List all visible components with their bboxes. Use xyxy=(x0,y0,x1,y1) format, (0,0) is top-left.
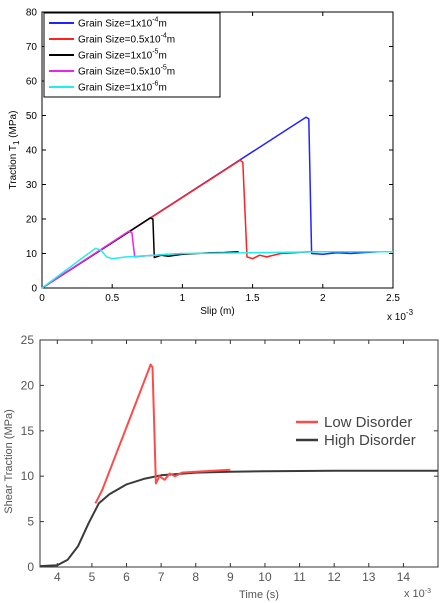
plot1-legend-label-unit: m xyxy=(158,51,166,62)
plot1-ylabel: Traction T1 (MPa) xyxy=(8,111,21,190)
plot1-ytick-label: 10 xyxy=(26,249,38,260)
plot2-legend-label: High Disorder xyxy=(324,432,416,449)
plot2-xtick-label: 14 xyxy=(397,570,411,584)
plot1-ytick-label: 80 xyxy=(26,8,38,19)
plot1-legend-label-exp: -6 xyxy=(152,81,158,88)
plot1-legend-label-exp: -5 xyxy=(161,65,167,72)
plot2-ytick-label: 25 xyxy=(21,333,35,347)
plot1-xtick-label: 2 xyxy=(320,293,326,304)
plot2-xtick-label: 4 xyxy=(54,570,61,584)
plot2-ytick-label: 15 xyxy=(21,424,35,438)
plot1-ylabel-unit: (MPa) xyxy=(8,111,19,141)
plot2-xtick-label: 6 xyxy=(123,570,130,584)
plot1-series-5 xyxy=(41,247,393,289)
plot1-ytick-label: 60 xyxy=(26,77,38,88)
plot2-xlabel: Time (s) xyxy=(239,589,279,601)
plot1-legend-label-unit: m xyxy=(158,19,166,30)
plot2-x-multiplier: x 10-3 xyxy=(404,588,431,600)
plot1-xlabel: Slip (m) xyxy=(200,306,234,317)
plot2-xtick-label: 8 xyxy=(192,570,199,584)
plot2-ytick-label: 20 xyxy=(21,378,35,392)
plot2-series-1 xyxy=(94,363,231,504)
plot2-ytick-label: 10 xyxy=(21,469,35,483)
plot1-ytick-label: 0 xyxy=(31,284,37,295)
plot1-ytick-label: 40 xyxy=(26,146,38,157)
plot2-xtick-label: 12 xyxy=(327,570,341,584)
plot1-x-multiplier-exp: -3 xyxy=(406,308,414,317)
plot2-ylabel: Shear Traction (MPa) xyxy=(3,409,15,514)
plot1-legend-label: Grain Size=0.5x10-5m xyxy=(78,65,175,78)
plot2-xtick-label: 13 xyxy=(362,570,376,584)
plot1-legend-label: Grain Size=0.5x10-4m xyxy=(78,33,175,46)
plot1-legend-label: Grain Size=1x10-5m xyxy=(78,49,167,62)
plot1-xtick-label: 1 xyxy=(180,293,186,304)
plot2-ytick-label: 0 xyxy=(27,560,34,574)
plot2-xtick-label: 10 xyxy=(258,570,272,584)
plot1-legend-label-exp: -5 xyxy=(152,49,158,56)
plot2-legend-label: Low Disorder xyxy=(324,414,412,431)
plot1-legend-label: Grain Size=1x10-6m xyxy=(78,81,167,94)
plot1-legend-label-unit: m xyxy=(167,35,175,46)
plot2-series-2 xyxy=(39,469,438,568)
plot2-frame xyxy=(39,339,439,568)
plot1-legend-label: Grain Size=1x10-4m xyxy=(78,17,167,30)
plot2-xtick-label: 5 xyxy=(89,570,96,584)
plot1-xtick-label: 0 xyxy=(39,293,45,304)
plot1-legend-label-unit: m xyxy=(167,67,175,78)
plot1-legend-label-exp: -4 xyxy=(152,17,158,24)
plot2-xtick-label: 9 xyxy=(227,570,234,584)
plot2-xtick-label: 7 xyxy=(158,570,165,584)
plot1-x-multiplier: x 10-3 xyxy=(387,308,414,323)
plot2-ytick-label: 5 xyxy=(27,515,34,529)
plot1-ytick-label: 20 xyxy=(26,215,38,226)
plot1-ytick-label: 50 xyxy=(26,111,38,122)
plot1-legend-label-unit: m xyxy=(158,83,166,94)
plot2-xtick-label: 11 xyxy=(293,570,306,584)
plot2-x-multiplier-exp: -3 xyxy=(425,588,431,595)
plot1-xtick-label: 1.5 xyxy=(246,293,260,304)
plot1-xtick-label: 0.5 xyxy=(105,293,119,304)
plot1-legend-label-exp: -4 xyxy=(161,33,167,40)
plot1-ylabel-sub: 1 xyxy=(12,140,21,145)
plot1-xtick-label: 2.5 xyxy=(386,293,400,304)
plot1-ytick-label: 70 xyxy=(26,42,38,53)
plot1-ytick-label: 30 xyxy=(26,180,38,191)
